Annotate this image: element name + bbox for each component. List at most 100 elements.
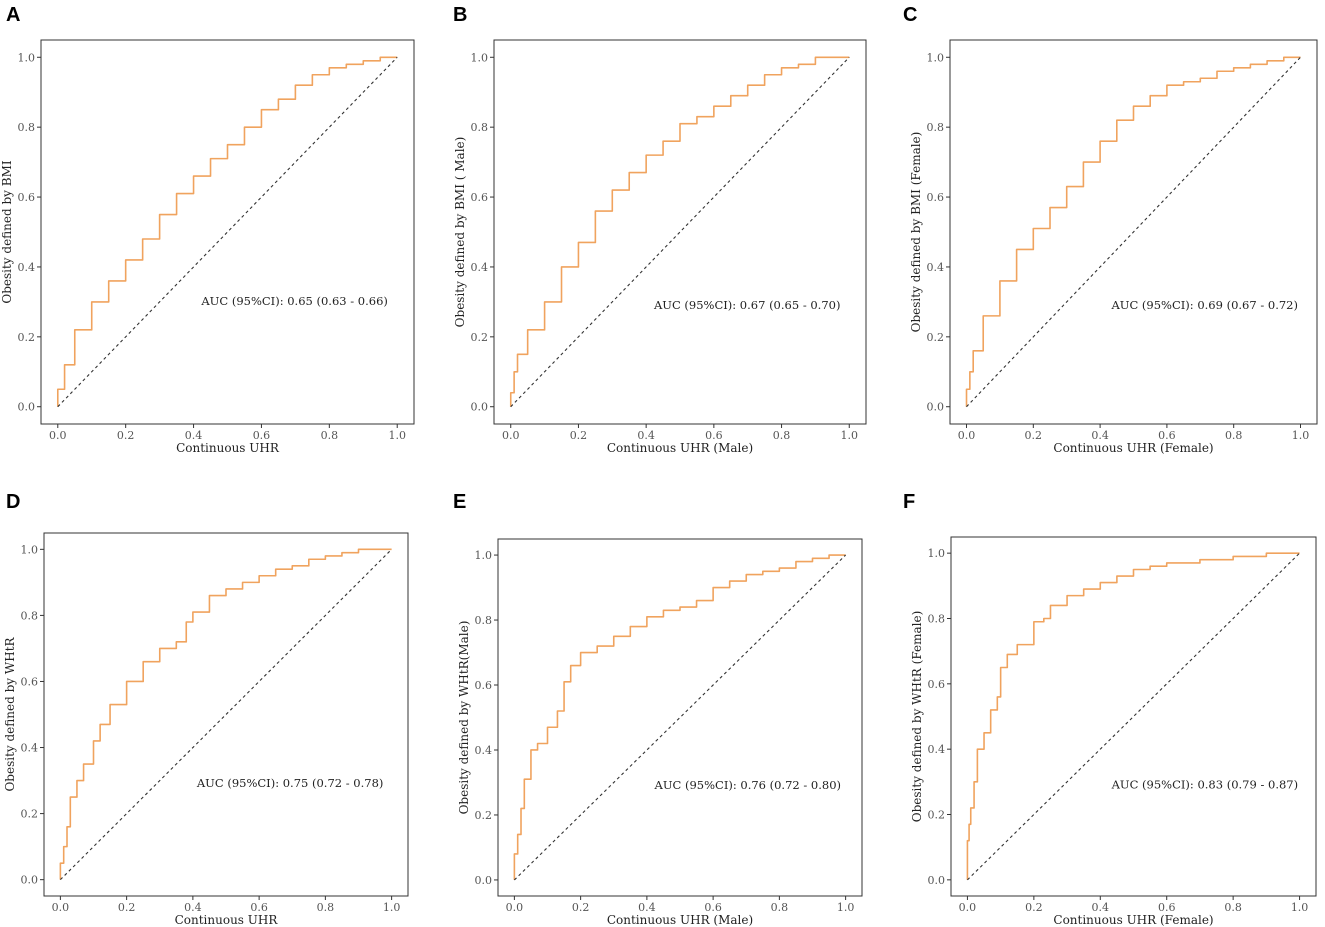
y-tick-label: 0.2 <box>475 809 493 822</box>
y-tick-label: 0.0 <box>21 874 39 887</box>
y-tick-label: 0.6 <box>18 191 36 204</box>
y-tick-label: 0.6 <box>927 191 945 204</box>
y-tick-label: 0.8 <box>928 612 946 625</box>
y-tick-label: 0.6 <box>928 678 946 691</box>
x-tick-label: 0.4 <box>185 429 203 442</box>
x-tick-label: 0.4 <box>637 429 655 442</box>
x-tick-label: 0.8 <box>1225 429 1243 442</box>
x-axis-title: Continuous UHR <box>175 913 279 927</box>
x-tick-label: 0.2 <box>572 901 590 914</box>
y-tick-label: 0.4 <box>475 744 493 757</box>
roc-curve-line <box>966 552 1300 880</box>
x-tick-label: 0.6 <box>250 901 268 914</box>
y-tick-label: 0.4 <box>471 261 489 274</box>
y-tick-label: 0.2 <box>928 809 946 822</box>
x-tick-label: 0.8 <box>771 901 789 914</box>
x-axis-title: Continuous UHR <box>176 441 280 455</box>
plot-frame <box>40 39 415 425</box>
x-tick-label: 0.2 <box>570 429 588 442</box>
auc-annotation: AUC (95%CI): 0.76 (0.72 - 0.80) <box>654 778 842 792</box>
y-tick-label: 0.2 <box>21 808 39 821</box>
reference-diagonal-line <box>967 552 1300 881</box>
auc-annotation: AUC (95%CI): 0.69 (0.67 - 0.72) <box>1110 298 1298 312</box>
x-tick-label: 0.6 <box>704 901 722 914</box>
roc-curve-line <box>56 56 398 407</box>
x-tick-label: 1.0 <box>388 429 406 442</box>
x-axis-title: Continuous UHR (Female) <box>1053 913 1213 927</box>
auc-annotation: AUC (95%CI): 0.67 (0.65 - 0.70) <box>653 298 841 312</box>
y-tick-label: 1.0 <box>475 549 493 562</box>
y-tick-label: 0.6 <box>21 675 39 688</box>
y-tick-label: 0.8 <box>18 121 36 134</box>
panel-letter: A <box>6 4 21 26</box>
roc-chart-f: 0.0 0.2 0.4 0.6 0.8 1.0 0.0 0.2 0.4 0.6 0.8 1.0 Cont… <box>910 536 1317 927</box>
y-tick-label: 1.0 <box>21 543 39 556</box>
plot-frame <box>497 538 863 897</box>
y-tick-label: 0.4 <box>928 743 946 756</box>
x-tick-label: 0.6 <box>253 429 271 442</box>
y-tick-label: 0.2 <box>927 331 945 344</box>
x-tick-label: 0.2 <box>1025 429 1043 442</box>
reference-diagonal-line <box>513 554 847 881</box>
y-tick-label: 0.8 <box>21 609 39 622</box>
y-tick-label: 0.0 <box>928 874 946 887</box>
roc-curve-line <box>509 56 850 407</box>
reference-diagonal-line <box>510 56 850 408</box>
x-tick-label: 1.0 <box>841 429 859 442</box>
roc-curve-line <box>59 548 392 880</box>
x-tick-label: 0.2 <box>1025 901 1043 914</box>
x-tick-label: 0.0 <box>958 429 976 442</box>
x-tick-label: 0.8 <box>321 429 339 442</box>
reference-diagonal-line <box>966 56 1301 408</box>
y-tick-label: 0.0 <box>18 401 36 414</box>
panel-f: F 0.0 0.2 0.4 0.6 0.8 1.0 0.0 0.2 0.4 0.6 0.8 1.0 Co… <box>900 487 1325 927</box>
x-tick-label: 1.0 <box>1292 429 1310 442</box>
panel-letter: C <box>903 4 918 26</box>
x-tick-label: 0.8 <box>1224 901 1242 914</box>
auc-annotation: AUC (95%CI): 0.83 (0.79 - 0.87) <box>1111 777 1299 791</box>
x-tick-label: 0.0 <box>502 429 520 442</box>
y-tick-label: 0.8 <box>475 614 493 627</box>
plot-frame <box>43 532 409 897</box>
y-tick-label: 0.6 <box>471 191 489 204</box>
x-axis-title: Continuous UHR (Male) <box>607 441 753 455</box>
x-tick-label: 0.8 <box>317 901 335 914</box>
reference-diagonal-line <box>57 56 398 408</box>
x-tick-label: 0.4 <box>1092 901 1110 914</box>
x-tick-label: 1.0 <box>383 901 401 914</box>
y-tick-label: 0.2 <box>18 331 36 344</box>
y-axis-title: Obesity defined by WHtR (Female) <box>910 611 924 823</box>
y-axis-title: Obesity defined by WHtR(Male) <box>457 621 471 815</box>
panel-c: C 0.0 0.2 0.4 0.6 0.8 1.0 0.0 0.2 0.4 0.6 0.8 1.0 Co… <box>900 0 1325 463</box>
y-tick-label: 1.0 <box>18 51 36 64</box>
panel-letter: F <box>903 491 916 513</box>
roc-chart-c: 0.0 0.2 0.4 0.6 0.8 1.0 0.0 0.2 0.4 0.6 0.8 1.0 Cont… <box>909 39 1318 455</box>
x-tick-label: 0.2 <box>118 901 136 914</box>
y-axis-title: Obesity defined by BMI (Female) <box>909 132 923 333</box>
x-tick-label: 0.0 <box>49 429 67 442</box>
y-tick-label: 0.0 <box>927 401 945 414</box>
panel-a: A 0.0 0.2 0.4 0.6 0.8 1.0 0.0 0.2 0.4 0.6 0.8 1.0 Co… <box>0 0 441 463</box>
panel-letter: E <box>453 491 467 513</box>
x-tick-label: 0.8 <box>773 429 791 442</box>
panel-e: E 0.0 0.2 0.4 0.6 0.8 1.0 0.0 0.2 0.4 0.6 0.8 1.0 Co… <box>450 487 891 927</box>
y-axis-title: Obesity defined by WHtR <box>3 636 17 791</box>
x-axis-title: Continuous UHR (Female) <box>1053 441 1213 455</box>
y-tick-label: 0.4 <box>21 742 39 755</box>
y-tick-label: 0.0 <box>475 874 493 887</box>
x-tick-label: 0.6 <box>705 429 723 442</box>
x-tick-label: 0.4 <box>1091 429 1109 442</box>
x-tick-label: 0.6 <box>1158 429 1176 442</box>
x-tick-label: 0.0 <box>959 901 977 914</box>
plot-frame <box>949 39 1318 425</box>
roc-curve-line <box>965 56 1301 407</box>
y-tick-label: 0.8 <box>471 121 489 134</box>
plot-frame <box>493 39 867 425</box>
y-axis-title: Obesity defined by BMI <box>0 160 14 304</box>
plot-frame <box>950 536 1317 897</box>
y-tick-label: 0.4 <box>927 261 945 274</box>
auc-annotation: AUC (95%CI): 0.65 (0.63 - 0.66) <box>200 294 388 308</box>
y-tick-label: 0.8 <box>927 121 945 134</box>
y-tick-label: 1.0 <box>471 51 489 64</box>
x-tick-label: 0.0 <box>506 901 524 914</box>
